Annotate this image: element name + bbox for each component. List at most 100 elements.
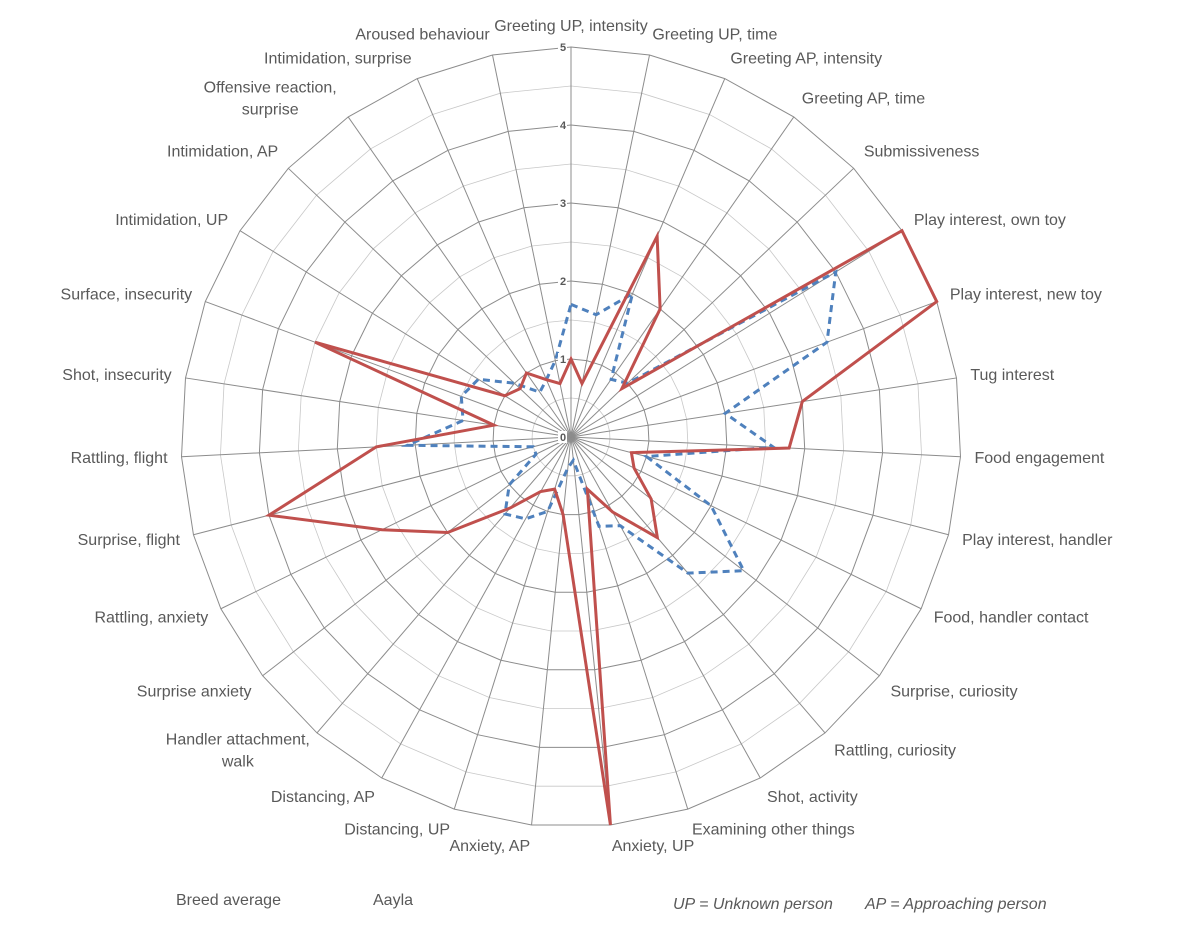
category-label: Distancing, AP — [271, 789, 375, 806]
category-labels: Greeting UP, intensity Greeting UP, time G… — [61, 18, 1114, 855]
spoke — [416, 78, 572, 438]
category-label-line: Aroused behaviour — [355, 26, 490, 43]
tick-label-bg — [558, 197, 567, 209]
spoke — [570, 436, 826, 734]
category-label: Tug interest — [970, 367, 1054, 384]
spoke — [570, 436, 761, 779]
category-label-line: Distancing, AP — [271, 789, 375, 806]
radial-ticks: 0 1 2 3 4 5 — [558, 41, 567, 444]
category-label: Submissiveness — [864, 144, 980, 161]
spoke — [239, 230, 572, 438]
legend-item-aayla: Aayla — [333, 892, 413, 910]
spoke — [185, 377, 572, 438]
spoke — [531, 436, 572, 826]
tick-label: 3 — [560, 198, 566, 210]
category-label-line: Surface, insecurity — [61, 287, 193, 304]
grid-ring-minor — [453, 319, 689, 554]
spoke — [570, 167, 855, 438]
category-label-line: Offensive reaction, — [204, 79, 337, 96]
category-label: Play interest, own toy — [914, 212, 1066, 229]
category-label-line: Surprise anxiety — [137, 683, 252, 700]
tick-label: 1 — [560, 354, 566, 366]
category-label-line: Greeting UP, intensity — [494, 18, 648, 35]
legend-note-ap: AP = Approaching person — [865, 896, 1047, 913]
category-label: Aroused behaviour — [355, 26, 490, 43]
spoke — [570, 436, 689, 810]
grid-ring-major — [414, 280, 728, 593]
legend-item-breed-average: Breed average — [136, 892, 281, 910]
category-label: Rattling, anxiety — [94, 610, 208, 627]
category-label-line: Greeting AP, intensity — [730, 51, 882, 68]
category-label-line: Submissiveness — [864, 144, 980, 161]
tick-label-bg — [558, 353, 567, 365]
tick-label: 4 — [560, 120, 567, 132]
category-label: Shot, activity — [767, 789, 858, 806]
spoke — [570, 377, 957, 438]
spoke — [262, 436, 572, 677]
radar-chart: 0 1 2 3 4 5 Greeting UP, intensity Greeting UP… — [61, 18, 1114, 855]
spoke — [570, 436, 880, 677]
spoke — [570, 116, 795, 438]
category-label-line: Anxiety, UP — [612, 838, 694, 855]
category-label: Play interest, handler — [962, 532, 1113, 549]
spoke — [205, 301, 572, 438]
grid-ring-minor — [297, 163, 845, 709]
category-label: Offensive reaction, surprise — [204, 79, 337, 118]
grid-ring-minor — [220, 85, 922, 787]
category-label-line: Tug interest — [970, 367, 1054, 384]
tick-label-bg — [558, 41, 567, 53]
grid-ring-major — [492, 358, 650, 516]
category-label: Shot, insecurity — [62, 367, 171, 384]
category-label: Greeting AP, time — [802, 90, 925, 107]
category-label-line: Rattling, curiosity — [834, 743, 956, 760]
grid-ring-major — [336, 202, 806, 671]
spoke — [570, 436, 922, 610]
category-label-line: Intimidation, UP — [115, 212, 228, 229]
category-label: Anxiety, AP — [449, 838, 530, 855]
category-label-line: Handler attachment, — [166, 732, 310, 749]
category-label-line: Play interest, handler — [962, 532, 1113, 549]
category-label: Surprise anxiety — [137, 683, 252, 700]
category-label-line: Shot, activity — [767, 789, 858, 806]
category-label: Anxiety, UP — [612, 838, 694, 855]
category-label: Food, handler contact — [934, 610, 1089, 627]
category-label-line: Play interest, own toy — [914, 212, 1066, 229]
category-label-line: Intimidation, surprise — [264, 51, 412, 68]
category-label-line: Surprise, flight — [78, 532, 181, 549]
category-label-line: Greeting AP, time — [802, 90, 925, 107]
spoke — [570, 78, 726, 438]
series-breed-average — [400, 269, 838, 575]
category-label-line: Food engagement — [974, 450, 1104, 467]
category-label-line: walk — [221, 754, 255, 771]
series-aayla — [264, 228, 939, 826]
category-label-line: Intimidation, AP — [167, 144, 278, 161]
category-label: Intimidation, UP — [115, 212, 228, 229]
tick-label: 5 — [560, 42, 566, 54]
tick-label-bg — [558, 119, 567, 131]
spoke — [570, 301, 937, 438]
legend-label: Breed average — [176, 892, 281, 909]
category-label: Rattling, curiosity — [834, 743, 956, 760]
radar-spokes — [181, 47, 961, 826]
category-label: Food engagement — [974, 450, 1104, 467]
category-label: Greeting AP, intensity — [730, 51, 882, 68]
category-label-line: Examining other things — [692, 821, 855, 838]
spoke — [193, 436, 572, 536]
grid-ring-minor — [375, 241, 767, 632]
spoke — [220, 436, 572, 610]
category-label: Surprise, curiosity — [890, 683, 1017, 700]
legend-label: Aayla — [373, 892, 414, 909]
spoke — [492, 54, 572, 438]
category-label-line: surprise — [242, 101, 299, 118]
spoke — [316, 436, 572, 734]
spoke — [570, 230, 903, 438]
category-label-line: Rattling, flight — [71, 450, 168, 467]
category-label: Examining other things — [692, 821, 855, 838]
category-label-line: Surprise, curiosity — [890, 683, 1017, 700]
spoke — [287, 167, 572, 438]
category-label: Surprise, flight — [78, 532, 181, 549]
category-label-line: Food, handler contact — [934, 610, 1089, 627]
spoke — [347, 116, 572, 438]
spoke — [381, 436, 572, 779]
category-label: Greeting UP, time — [652, 26, 777, 43]
